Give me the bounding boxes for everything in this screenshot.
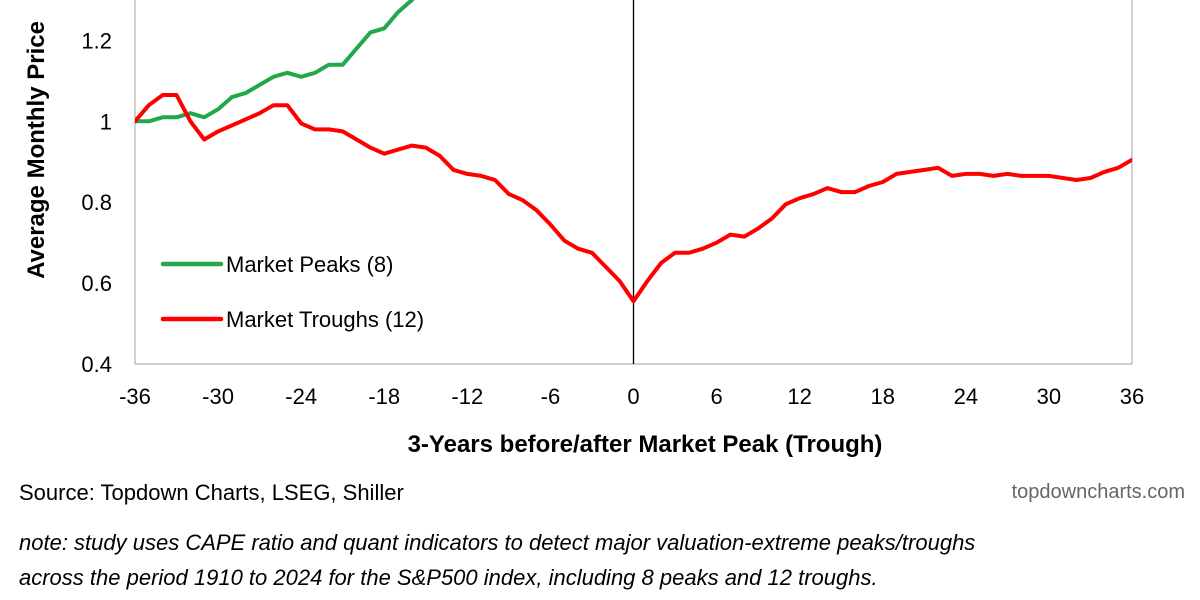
y-axis-ticks: 0.4 0.6 0.8 1 1.2 xyxy=(81,28,112,377)
x-tick-label: 30 xyxy=(1037,384,1061,409)
y-tick-label: 0.8 xyxy=(81,190,112,215)
x-tick-label: 12 xyxy=(787,384,811,409)
y-axis-title: Average Monthly Price xyxy=(23,21,50,279)
x-tick-label: -12 xyxy=(451,384,483,409)
site-credit: topdowncharts.com xyxy=(1011,481,1185,503)
x-tick-label: 6 xyxy=(710,384,722,409)
series-line-market-peaks xyxy=(135,0,415,124)
y-tick-label: 0.6 xyxy=(81,271,112,296)
x-tick-label: -36 xyxy=(119,384,151,409)
line-chart: 0.4 0.6 0.8 1 1.2 -36 -30 -24 -18 -12 -6 0 6 12 18 24 3… xyxy=(23,0,1144,458)
x-tick-label: 18 xyxy=(871,384,895,409)
x-tick-label: 36 xyxy=(1120,384,1144,409)
chart-legend: Market Peaks (8) Market Troughs (12) xyxy=(160,252,424,332)
series-layer xyxy=(135,0,1132,304)
source-text: Source: Topdown Charts, LSEG, Shiller xyxy=(19,480,404,505)
y-tick-label: 1.2 xyxy=(81,28,112,53)
y-tick-label: 1 xyxy=(100,109,112,134)
y-tick-label: 0.4 xyxy=(81,352,112,377)
x-axis-title: 3-Years before/after Market Peak (Trough… xyxy=(408,431,883,458)
x-tick-label: -30 xyxy=(202,384,234,409)
legend-label: Market Peaks (8) xyxy=(226,252,394,277)
x-axis-ticks: -36 -30 -24 -18 -12 -6 0 6 12 18 24 30 36 xyxy=(119,384,1144,409)
note-line-1: note: study uses CAPE ratio and quant in… xyxy=(19,530,976,555)
series-line-market-troughs xyxy=(135,93,1132,304)
x-tick-label: -6 xyxy=(541,384,561,409)
x-tick-label: -24 xyxy=(285,384,317,409)
legend-label: Market Troughs (12) xyxy=(226,307,424,332)
x-tick-label: -18 xyxy=(368,384,400,409)
x-tick-label: 24 xyxy=(954,384,978,409)
x-tick-label: 0 xyxy=(627,384,639,409)
note-line-2: across the period 1910 to 2024 for the S… xyxy=(19,565,878,590)
